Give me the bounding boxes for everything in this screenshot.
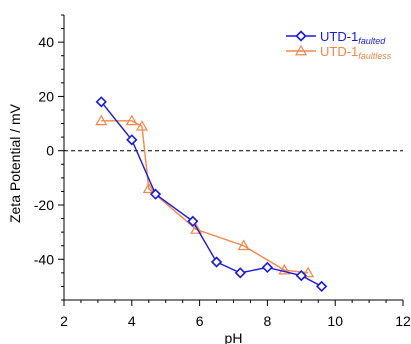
- data-point-faulted: [210, 256, 223, 268]
- data-point-faultless: [278, 263, 291, 275]
- y-tick-label: 20: [38, 88, 54, 104]
- data-point-faultless: [190, 223, 203, 234]
- x-tick-label: 4: [128, 313, 136, 329]
- data-point-faulted: [261, 261, 274, 274]
- legend-marker-faulted: [295, 30, 307, 42]
- legend-label-faulted: UTD-1faulted: [320, 29, 386, 46]
- x-tick-label: 6: [196, 313, 204, 329]
- data-point-faulted: [95, 96, 107, 108]
- data-point-faultless: [302, 266, 315, 278]
- y-axis-title: Zeta Potential / mV: [7, 103, 23, 223]
- data-point-faultless: [142, 182, 155, 194]
- x-tick-label: 2: [60, 313, 68, 329]
- x-tick-label: 8: [264, 313, 272, 329]
- data-point-faulted: [295, 269, 307, 282]
- x-tick-label: 10: [327, 313, 343, 329]
- data-point-faultless: [135, 120, 149, 131]
- data-point-faulted: [126, 134, 138, 146]
- y-tick-label: 0: [46, 143, 54, 159]
- y-tick-label: -20: [34, 197, 54, 213]
- data-point-faulted: [187, 215, 199, 227]
- data-point-faulted: [234, 267, 246, 279]
- y-tick-label: 40: [38, 34, 54, 50]
- data-point-faultless: [125, 114, 138, 126]
- data-point-faulted: [149, 188, 162, 200]
- legend-marker-faultless: [294, 44, 308, 56]
- x-axis-title: pH: [225, 330, 243, 344]
- legend-label-faultless: UTD-1faultless: [320, 44, 392, 61]
- y-tick-label: -40: [34, 251, 54, 267]
- x-tick-label: 12: [395, 313, 411, 329]
- series-line-faultless: [101, 120, 309, 274]
- data-point-faultless: [95, 114, 108, 126]
- data-point-faulted: [316, 280, 328, 293]
- series-line-faulted: [100, 101, 322, 288]
- data-point-faultless: [237, 239, 250, 251]
